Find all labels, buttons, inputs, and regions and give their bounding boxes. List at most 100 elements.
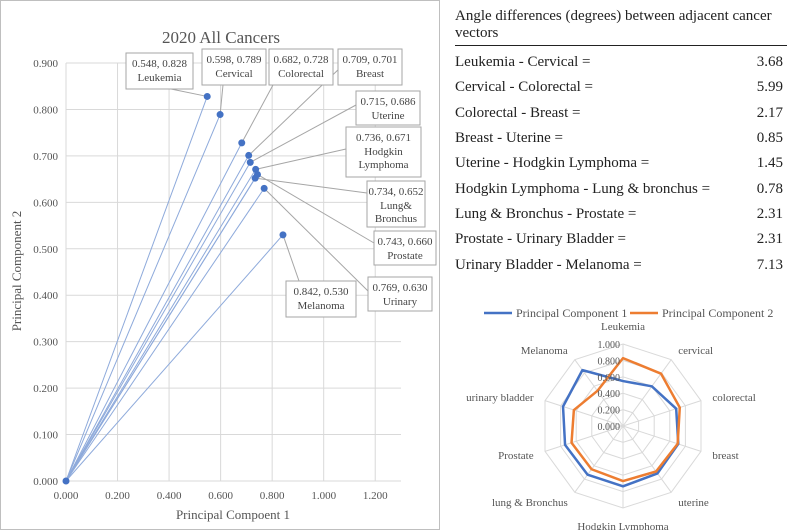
angle-value: 2.31 [756, 231, 783, 248]
callout-name: Cervical [215, 68, 252, 80]
callout-leader [255, 177, 368, 194]
scatter-point [203, 92, 211, 100]
angle-value: 0.78 [756, 180, 783, 197]
y-tick-label: 0.600 [33, 197, 58, 209]
y-tick-label: 0.400 [33, 290, 58, 302]
radar-category-label: uterine [678, 497, 709, 509]
callout-box [367, 276, 433, 312]
radar-tick-labels: 0.000 0.200 0.400 0.600 0.800 1.000 [598, 340, 621, 433]
y-tick-label: 0.100 [33, 430, 58, 442]
radar-chart: Principal Component 1 Principal Component… [466, 306, 773, 530]
callout-coords: 0.598, 0.789 [207, 54, 263, 66]
callout-name: Lymphoma [358, 159, 408, 171]
angle-row: Cervical - Colorectal = 5.99 [455, 75, 787, 100]
radar-tick-label: 0.200 [598, 406, 621, 417]
callout-coords: 0.548, 0.828 [132, 58, 188, 70]
angle-row: Uterine - Hodgkin Lymphoma = 1.45 [455, 151, 787, 176]
radar-category-label: colorectal [712, 392, 755, 404]
callout-coords: 0.769, 0.630 [373, 282, 429, 294]
angle-pair-label: Breast - Uterine = [455, 130, 564, 147]
scatter-point [246, 158, 254, 166]
radar-tick-label: 0.800 [598, 356, 621, 367]
callout-leader [241, 84, 274, 144]
x-tick-label: 0.000 [54, 490, 79, 502]
radar-category-label: Leukemia [601, 321, 645, 333]
scatter-chart-title: 2020 All Cancers [162, 28, 280, 47]
vector-line [65, 234, 284, 482]
scatter-gridlines [65, 62, 401, 482]
angle-pair-label: Leukemia - Cervical = [455, 54, 591, 71]
scatter-point [253, 170, 261, 178]
scatter-point [238, 139, 246, 147]
vector-line [65, 162, 251, 482]
callout-leader [282, 234, 300, 282]
scatter-point [245, 151, 253, 159]
callout-name: Leukemia [138, 72, 182, 84]
callout-coords: 0.736, 0.671 [356, 132, 411, 144]
y-tick-label: 0.900 [33, 58, 58, 70]
callout-lung-bronchus: 0.734, 0.652 Lung&Bronchus [366, 180, 426, 228]
angle-pair-label: Colorectal - Breast = [455, 104, 581, 121]
angle-value: 2.17 [756, 104, 783, 121]
radar-spoke [574, 425, 624, 493]
radar-category-label: cervical [678, 345, 713, 357]
callout-name: Urinary [383, 296, 418, 308]
callout-box [285, 280, 357, 318]
callout-leader [257, 174, 375, 244]
callout-box [366, 180, 426, 228]
y-tick-label: 0.200 [33, 383, 58, 395]
callout-coords: 0.682, 0.728 [274, 54, 330, 66]
vector-line [65, 114, 221, 482]
x-tick-label: 0.400 [157, 490, 182, 502]
scatter-points [62, 92, 287, 485]
scatter-y-axis-label: Principal Component 2 [9, 211, 24, 332]
radar-spoke [622, 359, 672, 427]
legend-label: Principal Component 1 [516, 306, 627, 320]
callout-box [355, 90, 421, 126]
x-tick-label: 0.600 [208, 490, 233, 502]
scatter-x-axis-label: Principal Compoent 1 [176, 507, 290, 522]
angle-row: Prostate - Urinary Bladder = 2.31 [455, 227, 787, 252]
callout-colorectal: 0.682, 0.728 Colorectal [268, 48, 334, 86]
scatter-point [260, 184, 268, 192]
angle-row: Leukemia - Cervical = 3.68 [455, 50, 787, 75]
radar-category-label: Hodgkin Lymphoma [577, 521, 668, 530]
callout-melanoma: 0.842, 0.530 Melanoma [285, 280, 357, 318]
origin-point [62, 477, 70, 485]
angle-table-title: Angle differences (degrees) between adja… [455, 8, 787, 46]
callout-breast: 0.709, 0.701 Breast [337, 48, 403, 86]
x-tick-label: 0.200 [105, 490, 130, 502]
callout-leader [170, 88, 208, 97]
radar-spoke [622, 425, 672, 493]
callout-name: Lung& [380, 200, 412, 212]
callout-coords: 0.734, 0.652 [369, 186, 424, 198]
radar-series [561, 356, 682, 488]
y-tick-label: 0.800 [33, 104, 58, 116]
angle-pair-label: Cervical - Colorectal = [455, 79, 593, 96]
callout-name: Hodgkin [364, 146, 403, 158]
radar-series-2 [570, 356, 682, 483]
angle-value: 0.85 [756, 130, 783, 147]
y-tick-label: 0.700 [33, 151, 58, 163]
callout-coords: 0.715, 0.686 [361, 96, 417, 108]
callout-leukemia: 0.548, 0.828 Leukemia [125, 52, 194, 90]
angle-row: Colorectal - Breast = 2.17 [455, 101, 787, 126]
angle-differences-table: Angle differences (degrees) between adja… [455, 8, 787, 278]
y-tick-label: 0.500 [33, 244, 58, 256]
angle-value: 3.68 [756, 54, 783, 71]
radar-category-label: lung & Bronchus [492, 497, 568, 509]
scatter-callouts: 0.548, 0.828 Leukemia 0.598, 0.789 Cervical… [125, 48, 437, 318]
angle-value: 1.45 [756, 155, 783, 172]
radar-category-label: breast [712, 450, 738, 462]
callout-box [125, 52, 194, 90]
scatter-chart-panel: 2020 All Cancers Principal Compoent 1 Pr… [0, 0, 440, 530]
angle-pair-label: Prostate - Urinary Bladder = [455, 231, 626, 248]
scatter-callout-leaders [170, 66, 375, 292]
callout-box [373, 230, 437, 266]
radar-category-label: urinary bladder [466, 392, 534, 404]
angle-value: 5.99 [756, 79, 783, 96]
callout-coords: 0.709, 0.701 [343, 54, 398, 66]
callout-urinary: 0.769, 0.630 Urinary [367, 276, 433, 312]
vector-line [65, 155, 250, 482]
